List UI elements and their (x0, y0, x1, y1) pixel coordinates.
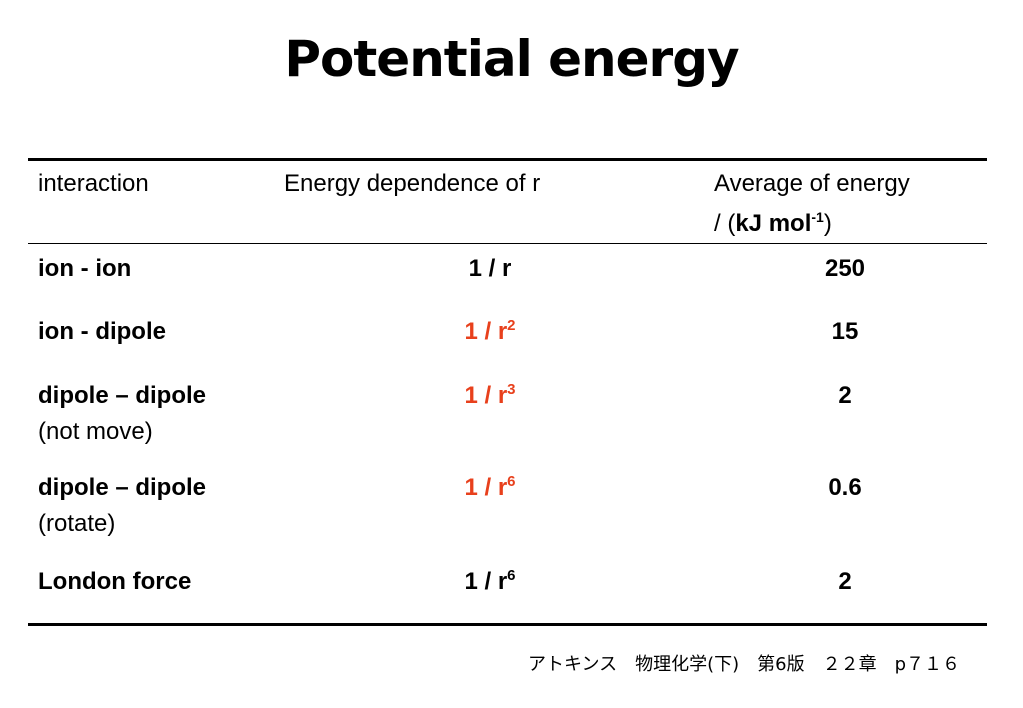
table-top-rule (28, 158, 987, 161)
dependence-base: 1 / r (468, 255, 512, 282)
dependence-exponent: 2 (507, 317, 516, 334)
average-energy: 2 (838, 568, 852, 595)
dependence-exponent: 6 (507, 567, 516, 584)
average-energy: 2 (838, 382, 852, 409)
energy-dependence: 1 / r3 (420, 382, 560, 410)
dependence-exponent: 6 (507, 473, 516, 490)
dependence-base: 1 / r (464, 568, 508, 595)
page-title: Potential energy (284, 30, 739, 88)
dependence-exponent: 3 (507, 381, 516, 398)
header-dependence: Energy dependence of r (284, 170, 541, 197)
interaction-name: dipole – dipole (38, 474, 207, 501)
energy-dependence: 1 / r6 (420, 474, 560, 502)
energy-dependence: 1 / r (420, 255, 560, 283)
source-citation: アトキンス 物理化学(下) 第6版 ２２章 p７１６ (528, 654, 961, 675)
table-bottom-rule (28, 623, 987, 626)
header-interaction: interaction (38, 170, 149, 197)
average-energy: 15 (831, 318, 859, 345)
header-rule (28, 243, 987, 244)
header-average: Average of energy (714, 170, 910, 197)
interaction-note: (rotate) (38, 510, 116, 537)
dependence-base: 1 / r (464, 382, 508, 409)
interaction-name: dipole – dipole (38, 382, 207, 409)
header-average-unit: / (kJ mol-1) (714, 209, 832, 238)
unit-prefix: / ( (714, 210, 736, 237)
unit-suffix: ) (823, 210, 832, 237)
interaction-name: ion - dipole (38, 318, 166, 345)
dependence-base: 1 / r (464, 474, 508, 501)
unit-exponent: -1 (811, 209, 824, 225)
interaction-note: (not move) (38, 418, 153, 445)
unit-name: kJ mol (735, 210, 812, 237)
dependence-base: 1 / r (464, 318, 508, 345)
interaction-name: ion - ion (38, 255, 132, 282)
interaction-name: London force (38, 568, 192, 595)
average-energy: 0.6 (828, 474, 862, 501)
unit-text: kJ mol-1 (735, 209, 824, 237)
energy-dependence: 1 / r2 (420, 318, 560, 346)
energy-dependence: 1 / r6 (420, 568, 560, 596)
average-energy: 250 (824, 255, 866, 282)
